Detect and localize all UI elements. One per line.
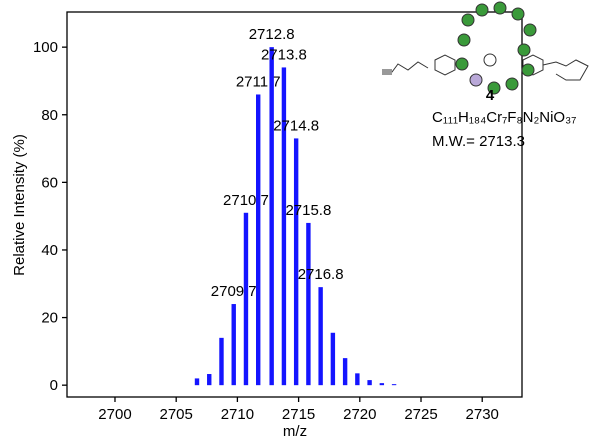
x-tick-label: 2705 — [160, 406, 193, 423]
bar — [379, 383, 385, 386]
bar — [256, 94, 261, 386]
x-tick-label: 2720 — [343, 406, 376, 423]
bar — [342, 358, 348, 386]
peak-label: 2711.7 — [236, 73, 281, 90]
y-axis-label: Relative Intensity (%) — [11, 134, 28, 276]
peak-label: 2714.8 — [273, 117, 319, 134]
peak-label: 2712.8 — [249, 26, 295, 43]
x-tick-label: 2715 — [282, 406, 315, 423]
bar — [318, 287, 323, 386]
bar — [330, 332, 336, 386]
y-tick-label: 80 — [41, 107, 58, 124]
bar — [194, 378, 200, 386]
peak-label: 2713.8 — [261, 46, 307, 63]
bar — [355, 373, 360, 386]
plot-frame — [66, 11, 523, 398]
bar — [243, 212, 249, 386]
y-tick-label: 40 — [41, 242, 58, 259]
bar — [281, 67, 287, 386]
x-tick-label: 2730 — [466, 406, 499, 423]
bar — [231, 304, 236, 386]
x-tick-label: 2710 — [221, 406, 254, 423]
molecular-weight: M.W.= 2713.3 — [432, 133, 525, 150]
y-tick-label: 100 — [33, 39, 58, 56]
bar — [293, 138, 299, 386]
x-tick-label: 2725 — [404, 406, 437, 423]
bar — [391, 384, 397, 386]
x-axis-label: m/z — [283, 423, 307, 440]
y-tick-label: 20 — [41, 310, 58, 327]
y-tick-label: 60 — [41, 174, 58, 191]
compound-label: 4 — [486, 87, 495, 104]
bar — [207, 374, 212, 386]
bar — [219, 337, 224, 386]
peak-label: 2710.7 — [223, 192, 269, 209]
molecule — [382, 1, 589, 95]
bar — [306, 222, 311, 386]
peak-label: 2709.7 — [211, 283, 257, 300]
bar — [367, 380, 372, 386]
x-tick-label: 2700 — [98, 406, 131, 423]
bar — [269, 47, 274, 386]
y-tick-label: 0 — [50, 377, 58, 394]
peak-label: 2716.8 — [298, 266, 344, 283]
peak-label: 2715.8 — [285, 202, 331, 219]
formula: C₁₁₁H₁₈₄Cr₇F₈N₂NiO₃₇ — [432, 109, 576, 126]
